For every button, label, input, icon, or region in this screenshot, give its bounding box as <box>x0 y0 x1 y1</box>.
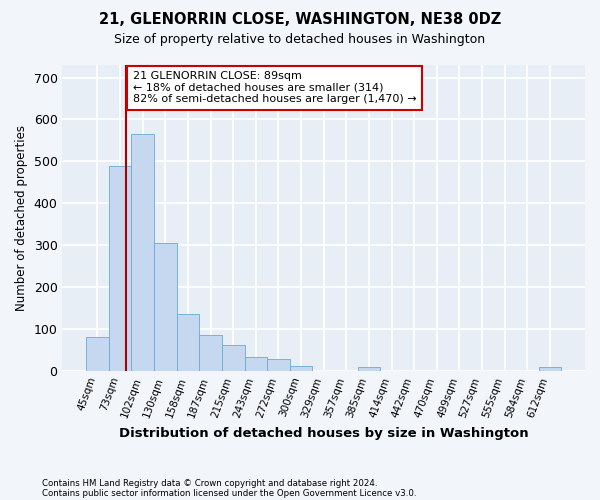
Bar <box>358 366 380 371</box>
X-axis label: Distribution of detached houses by size in Washington: Distribution of detached houses by size … <box>119 427 529 440</box>
Bar <box>154 243 176 371</box>
Text: 21, GLENORRIN CLOSE, WASHINGTON, NE38 0DZ: 21, GLENORRIN CLOSE, WASHINGTON, NE38 0D… <box>99 12 501 28</box>
Bar <box>199 335 222 371</box>
Text: Contains public sector information licensed under the Open Government Licence v3: Contains public sector information licen… <box>42 488 416 498</box>
Text: 21 GLENORRIN CLOSE: 89sqm
← 18% of detached houses are smaller (314)
82% of semi: 21 GLENORRIN CLOSE: 89sqm ← 18% of detac… <box>133 72 416 104</box>
Bar <box>267 360 290 371</box>
Bar <box>245 358 267 371</box>
Bar <box>86 338 109 371</box>
Bar <box>131 134 154 371</box>
Bar <box>539 366 561 371</box>
Y-axis label: Number of detached properties: Number of detached properties <box>15 125 28 311</box>
Text: Size of property relative to detached houses in Washington: Size of property relative to detached ho… <box>115 32 485 46</box>
Bar <box>222 345 245 371</box>
Text: Contains HM Land Registry data © Crown copyright and database right 2024.: Contains HM Land Registry data © Crown c… <box>42 478 377 488</box>
Bar <box>176 314 199 371</box>
Bar <box>109 166 131 371</box>
Bar <box>290 366 313 371</box>
